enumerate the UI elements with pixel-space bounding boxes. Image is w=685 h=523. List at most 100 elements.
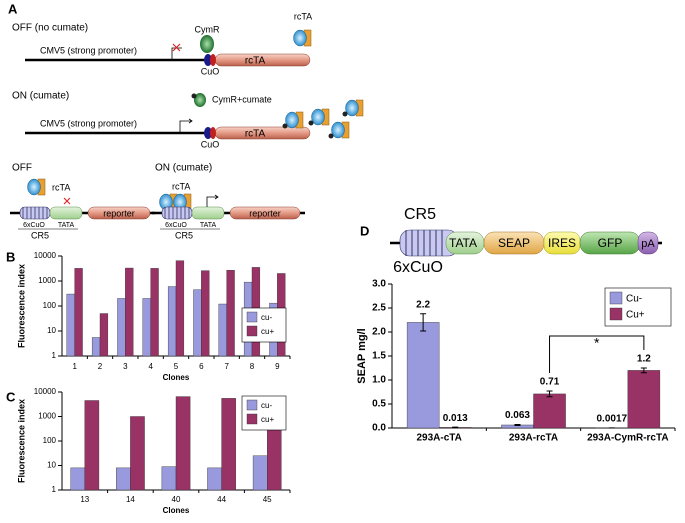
bar: [176, 261, 184, 356]
x-tick-label: 8: [250, 362, 255, 371]
label: rcTA: [294, 11, 312, 21]
x-tick-label: 14: [126, 495, 135, 504]
arrow: [180, 119, 192, 133]
label: SEAP: [498, 236, 530, 250]
block: [173, 44, 180, 51]
value-label: 0.71: [540, 377, 560, 388]
x-tick-label: 6: [199, 362, 204, 371]
y-tick-label: 100: [43, 436, 57, 445]
panel-label: B: [6, 249, 15, 264]
label: 6xCuO: [165, 222, 187, 229]
y-tick-label: 100: [43, 301, 57, 310]
block: [64, 198, 70, 204]
promoter: [192, 207, 224, 219]
label: ON (cumate): [12, 91, 69, 102]
x-axis-label: Clones: [163, 373, 190, 382]
label: reporter: [103, 208, 135, 218]
bar: [168, 287, 176, 356]
promoter: [50, 207, 82, 219]
label: CR5: [175, 230, 193, 240]
bar: [227, 270, 235, 356]
bar: [125, 268, 133, 356]
y-axis-label: Fluorescence index: [16, 399, 26, 483]
y-tick-label: 0.5: [372, 399, 386, 410]
y-tick-label: 3.0: [372, 279, 386, 290]
operator: [20, 207, 50, 219]
activator: [28, 179, 46, 195]
x-tick-label: 1: [72, 362, 77, 371]
label: CMV5 (strong promoter): [40, 45, 137, 55]
x-tick-label: 293A-cTA: [416, 433, 461, 444]
y-tick-label: 1000: [38, 276, 56, 285]
label: rcTA: [172, 181, 190, 191]
bar: [75, 268, 83, 356]
y-tick-label: 1.0: [372, 375, 386, 386]
label: OFF: [12, 163, 32, 174]
value-label: 1.2: [637, 354, 651, 365]
diagram-a: OFF (no cumate) CMV5 (strong promoter) r…: [10, 11, 363, 240]
legend-label: cu+: [261, 415, 274, 424]
y-tick-label: 2.0: [372, 327, 386, 338]
x-tick-label: 45: [263, 495, 272, 504]
legend-label: Cu+: [626, 310, 645, 321]
cumate: [309, 121, 314, 126]
annotation: *: [594, 335, 600, 351]
x-tick-label: 3: [123, 362, 128, 371]
value-label: 0.013: [443, 413, 468, 424]
label: reporter: [249, 208, 281, 218]
y-tick-label: 2.5: [372, 303, 386, 314]
y-tick-label: 10: [47, 326, 56, 335]
legend-swatch: [247, 312, 257, 322]
label: CMV5 (strong promoter): [40, 118, 137, 128]
label: rcTA: [52, 182, 70, 192]
bar: [407, 322, 439, 428]
bar: [116, 468, 130, 490]
panel-label: D: [360, 223, 369, 238]
bar: [219, 304, 227, 356]
repressor: [200, 35, 214, 53]
label: OFF (no cumate): [12, 23, 88, 34]
label: 6xCuO: [393, 259, 443, 276]
y-tick-label: 0.0: [372, 423, 386, 434]
bar: [92, 337, 100, 356]
label: GFP: [598, 236, 623, 250]
bar: [71, 468, 85, 490]
label: TATA: [200, 222, 217, 229]
x-tick-label: 5: [174, 362, 179, 371]
label: rcTA: [245, 56, 266, 67]
label: TATA: [449, 236, 477, 250]
x-tick-label: 2: [98, 362, 103, 371]
activator: [294, 30, 312, 46]
bar: [253, 456, 267, 490]
activator: [286, 112, 304, 128]
cumate: [343, 112, 348, 117]
y-tick-label: 1000: [38, 412, 56, 421]
label: IRES: [548, 236, 576, 250]
value-label: 0.063: [505, 410, 530, 421]
operator: [162, 207, 192, 219]
y-tick-label: 1.5: [372, 351, 386, 362]
bar: [67, 294, 75, 356]
label: CuO: [201, 66, 220, 76]
x-tick-label: 293A-CymR-rcTA: [587, 433, 669, 444]
x-tick-label: 40: [172, 495, 181, 504]
legend-swatch: [247, 400, 257, 410]
operator: [210, 54, 216, 66]
x-axis-label: Clones: [163, 506, 190, 515]
y-tick-label: 10000: [34, 387, 57, 396]
value-label: 2.2: [416, 299, 430, 310]
x-tick-label: 13: [80, 495, 89, 504]
panel-label: A: [8, 1, 18, 16]
legend-label: cu+: [261, 327, 274, 336]
operator: [210, 127, 216, 139]
bar: [201, 271, 209, 356]
label: CR5: [31, 230, 49, 240]
bar: [534, 394, 566, 428]
legend-swatch: [610, 308, 622, 320]
legend-label: cu-: [261, 313, 272, 322]
activator: [332, 122, 350, 138]
x-tick-label: 9: [275, 362, 280, 371]
